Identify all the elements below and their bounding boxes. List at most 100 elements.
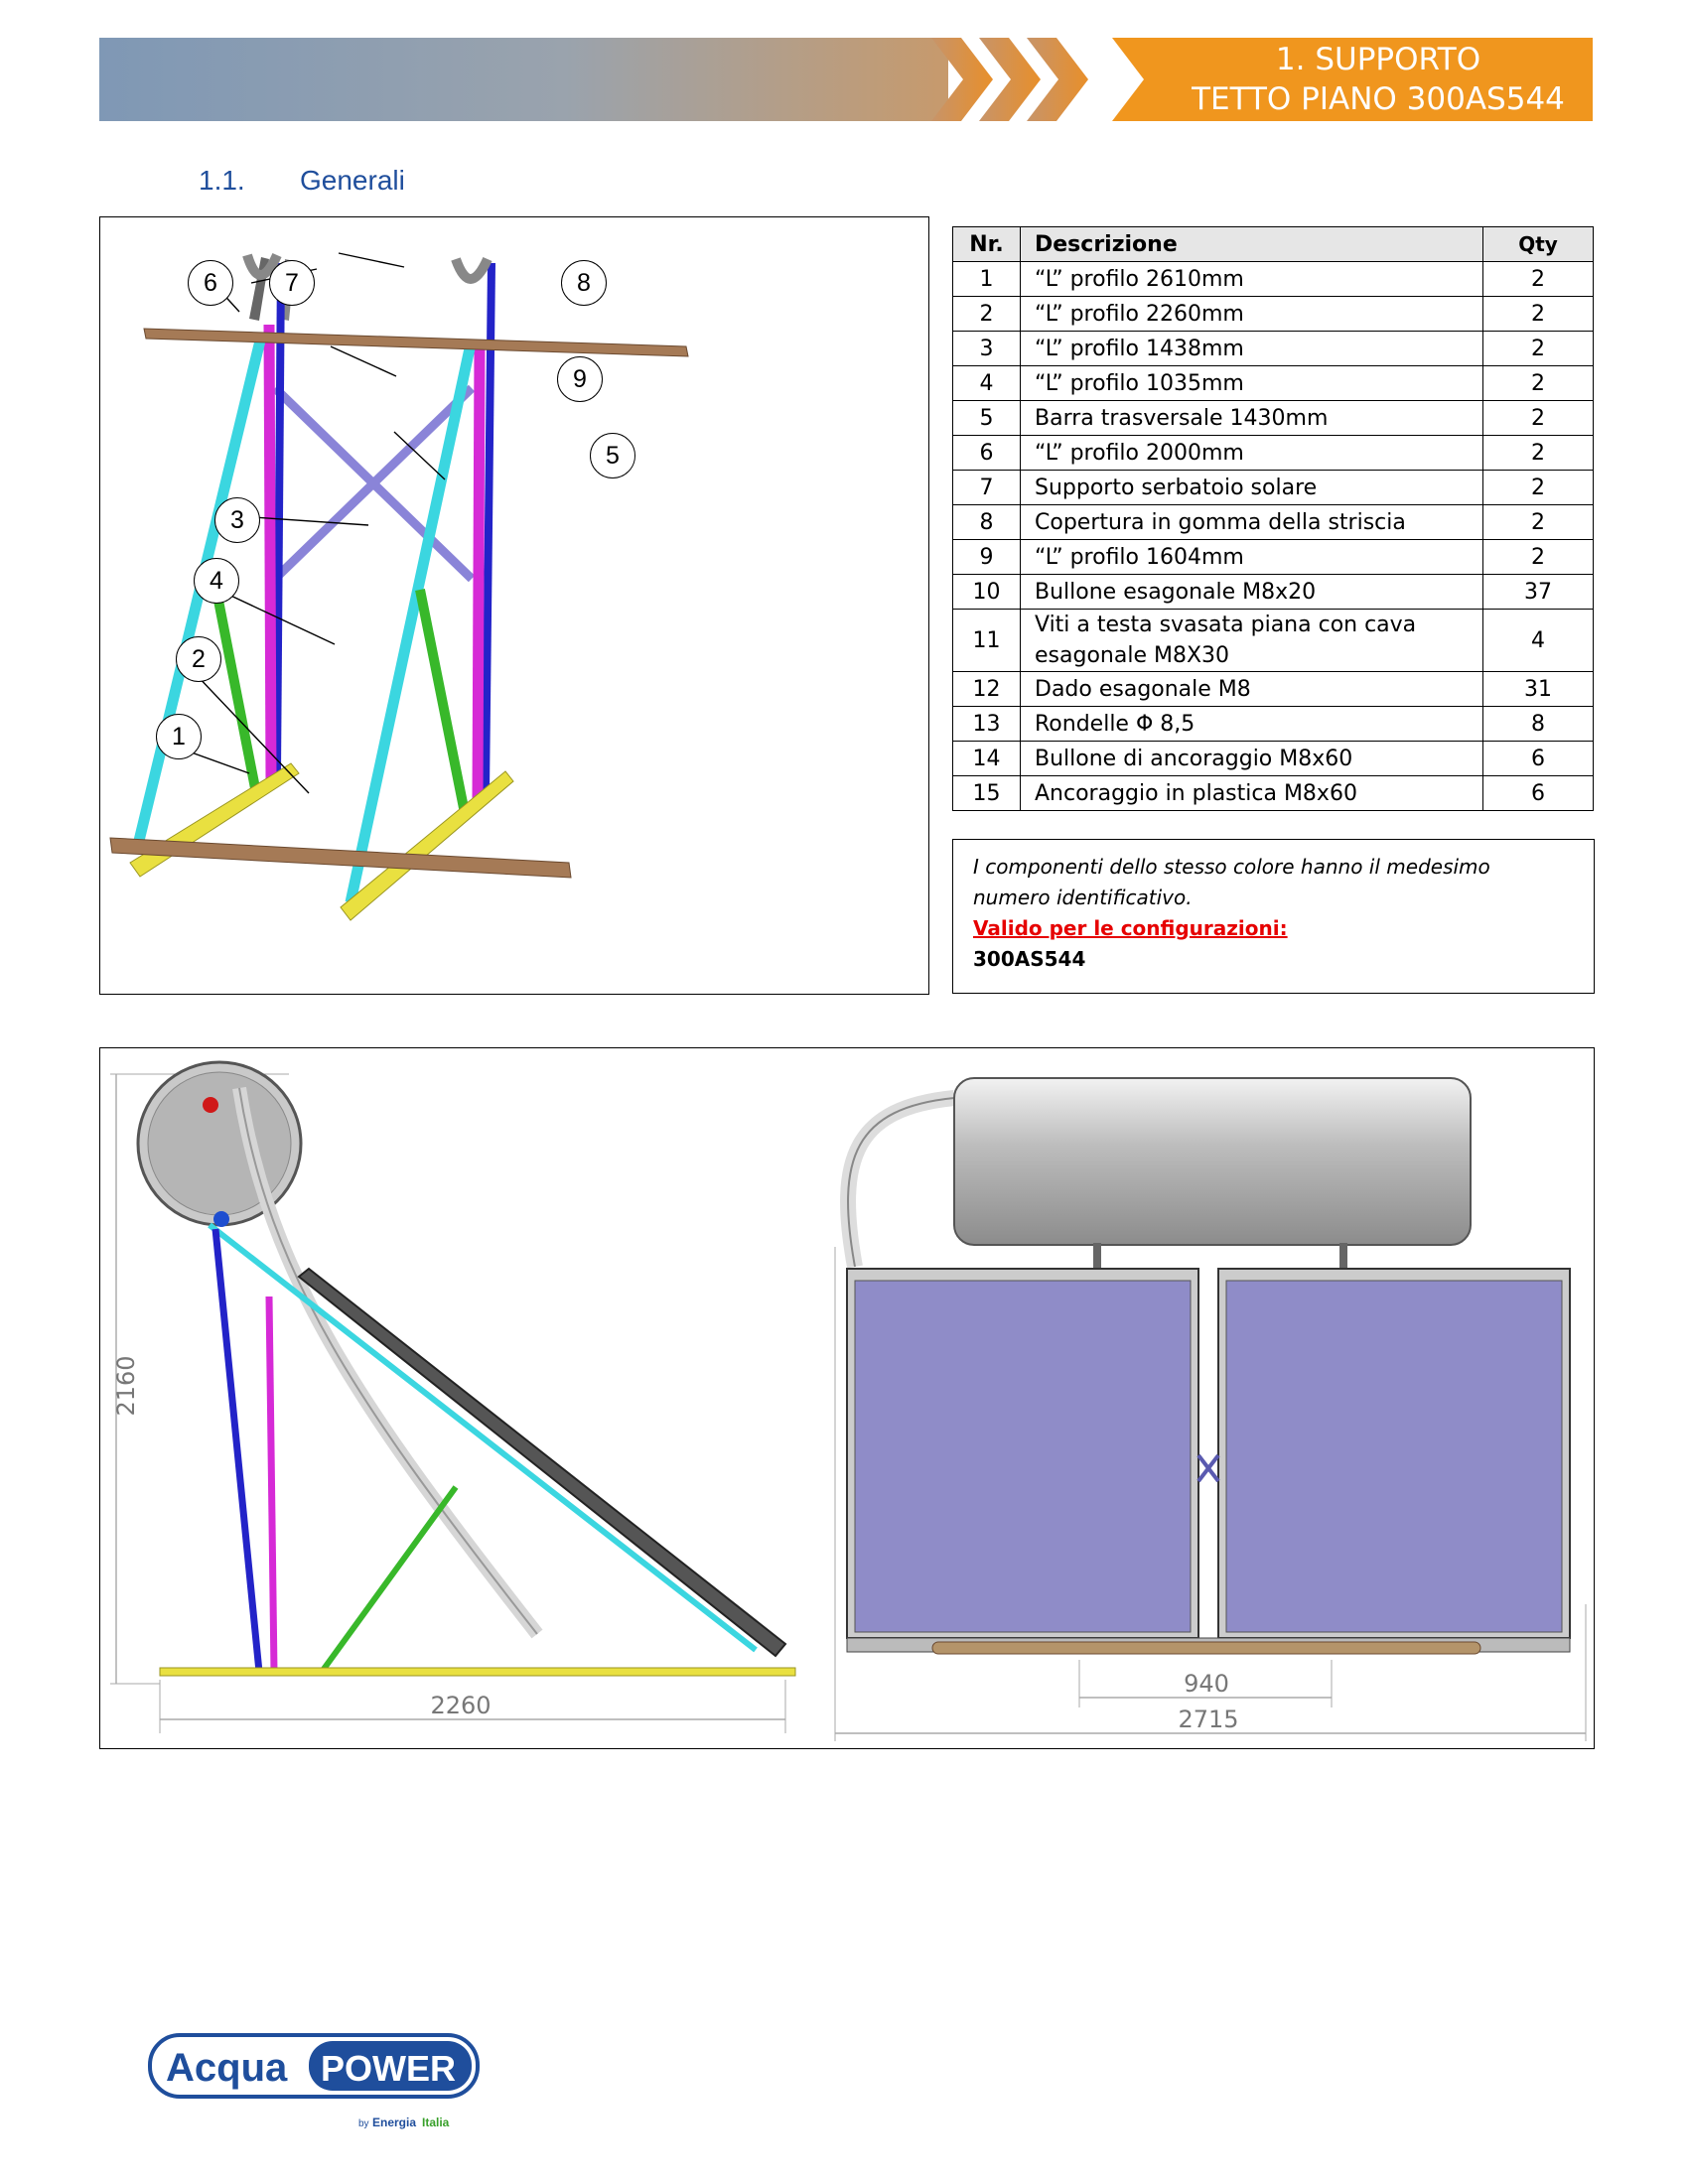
header-banner-graphic [99, 38, 1593, 121]
frame-assembly-figure: 6 7 8 9 5 3 4 2 1 [99, 216, 929, 995]
cell-nr: 2 [952, 296, 1021, 332]
callout-8: 8 [561, 260, 607, 306]
cell-qty: 8 [1482, 706, 1594, 742]
cell-nr: 8 [952, 504, 1021, 540]
table-row: 5 Barra trasversale 1430mm 2 [952, 400, 1594, 436]
table-row: 2 “L” profilo 2260mm 2 [952, 296, 1594, 332]
cell-nr: 1 [952, 261, 1021, 297]
cell-qty: 2 [1482, 539, 1594, 575]
parts-table-header: Nr. Descrizione Qty [952, 226, 1594, 262]
dimensions-figure: 2160 2260 [99, 1047, 1595, 1749]
table-row: 14 Bullone di ancoraggio M8x60 6 [952, 741, 1594, 776]
cell-desc: “L” profilo 1604mm [1020, 539, 1483, 575]
cell-nr: 7 [952, 470, 1021, 505]
cell-desc: Barra trasversale 1430mm [1020, 400, 1483, 436]
note-line1: I componenti dello stesso colore hanno i… [973, 855, 1490, 879]
header-title-line2: TETTO PIANO 300AS544 [1192, 81, 1565, 117]
cell-desc: “L” profilo 2000mm [1020, 435, 1483, 471]
logo-word1: Acqua [166, 2046, 288, 2090]
table-row: 15 Ancoraggio in plastica M8x60 6 [952, 775, 1594, 811]
cell-nr: 6 [952, 435, 1021, 471]
header-banner: 1. SUPPORTO TETTO PIANO 300AS544 [99, 38, 1593, 121]
callout-5: 5 [590, 433, 635, 478]
cell-qty: 37 [1482, 574, 1594, 610]
header-descrizione: Descrizione [1020, 226, 1483, 262]
callout-6: 6 [188, 260, 233, 306]
cell-desc: Dado esagonale M8 [1020, 671, 1483, 707]
table-row: 1 “L” profilo 2610mm 2 [952, 261, 1594, 297]
parts-table: Nr. Descrizione Qty 1 “L” profilo 2610mm 2… [952, 226, 1594, 811]
logo-by: by [358, 2118, 369, 2129]
cell-qty: 31 [1482, 671, 1594, 707]
cell-nr: 12 [952, 671, 1021, 707]
cell-desc: “L” profilo 2610mm [1020, 261, 1483, 297]
dim-height-label: 2160 [112, 1355, 140, 1416]
dim-total-width-label: 2715 [1178, 1706, 1238, 1733]
cell-desc: Supporto serbatoio solare [1020, 470, 1483, 505]
cell-qty: 2 [1482, 365, 1594, 401]
cell-nr: 14 [952, 741, 1021, 776]
header-title: 1. SUPPORTO TETTO PIANO 300AS544 [1164, 38, 1593, 121]
callout-4: 4 [194, 558, 239, 604]
configuration-note: I componenti dello stesso colore hanno i… [952, 839, 1595, 994]
cell-qty: 6 [1482, 741, 1594, 776]
cell-qty: 4 [1482, 609, 1594, 672]
header-title-line1: 1. SUPPORTO [1275, 42, 1481, 77]
table-row: 13 Rondelle Φ 8,5 8 [952, 706, 1594, 742]
cell-desc: “L” profilo 1035mm [1020, 365, 1483, 401]
callout-3: 3 [214, 497, 260, 543]
cell-desc: Ancoraggio in plastica M8x60 [1020, 775, 1483, 811]
logo-brand1: Energia [372, 2116, 416, 2129]
cell-nr: 11 [952, 609, 1021, 672]
side-view: 2160 2260 [110, 1060, 796, 1733]
cell-desc: Copertura in gomma della striscia [1020, 504, 1483, 540]
note-line2: numero identificativo. [973, 886, 1193, 909]
section-number: 1.1. [199, 165, 245, 196]
cell-nr: 4 [952, 365, 1021, 401]
cell-nr: 9 [952, 539, 1021, 575]
table-row: 11 Viti a testa svasata piana con cava es… [952, 609, 1594, 672]
note-valid-label: Valido per le configurazioni: [973, 916, 1288, 940]
table-row: 10 Bullone esagonale M8x20 37 [952, 574, 1594, 610]
table-row: 3 “L” profilo 1438mm 2 [952, 331, 1594, 366]
table-row: 9 “L” profilo 1604mm 2 [952, 539, 1594, 575]
section-title: Generali [300, 165, 405, 196]
cell-desc: Bullone esagonale M8x20 [1020, 574, 1483, 610]
cell-nr: 15 [952, 775, 1021, 811]
header-qty: Qty [1482, 226, 1594, 262]
table-row: 7 Supporto serbatoio solare 2 [952, 470, 1594, 505]
cell-qty: 2 [1482, 296, 1594, 332]
callout-7: 7 [269, 260, 315, 306]
cell-desc: Bullone di ancoraggio M8x60 [1020, 741, 1483, 776]
cell-nr: 3 [952, 331, 1021, 366]
cell-qty: 2 [1482, 470, 1594, 505]
cell-qty: 2 [1482, 435, 1594, 471]
cell-nr: 5 [952, 400, 1021, 436]
acquapower-logo: Acqua POWER by Energia Italia [148, 2033, 486, 2147]
logo-brand2: Italia [422, 2116, 450, 2129]
dim-panel-gap-label: 940 [1184, 1670, 1229, 1698]
dimensions-drawing: 2160 2260 [110, 1060, 1587, 1741]
callout-1: 1 [156, 714, 202, 759]
callout-9: 9 [557, 356, 603, 402]
cell-qty: 2 [1482, 331, 1594, 366]
cell-nr: 13 [952, 706, 1021, 742]
table-row: 4 “L” profilo 1035mm 2 [952, 365, 1594, 401]
acquapower-logo-graphic: Acqua POWER by Energia Italia [148, 2033, 480, 2129]
note-config: 300AS544 [973, 947, 1086, 971]
callout-2: 2 [176, 636, 221, 682]
front-view: 940 2715 [834, 1077, 1587, 1741]
frame-assembly-drawing [109, 252, 689, 921]
cell-qty: 6 [1482, 775, 1594, 811]
cell-qty: 2 [1482, 504, 1594, 540]
cell-desc: Viti a testa svasata piana con cava esag… [1020, 609, 1483, 672]
cell-nr: 10 [952, 574, 1021, 610]
section-heading: 1.1. Generali [199, 165, 405, 197]
cell-qty: 2 [1482, 400, 1594, 436]
logo-word2: POWER [321, 2048, 456, 2089]
table-row: 8 Copertura in gomma della striscia 2 [952, 504, 1594, 540]
cell-desc: Rondelle Φ 8,5 [1020, 706, 1483, 742]
cell-qty: 2 [1482, 261, 1594, 297]
cell-desc: “L” profilo 2260mm [1020, 296, 1483, 332]
cell-desc: “L” profilo 1438mm [1020, 331, 1483, 366]
